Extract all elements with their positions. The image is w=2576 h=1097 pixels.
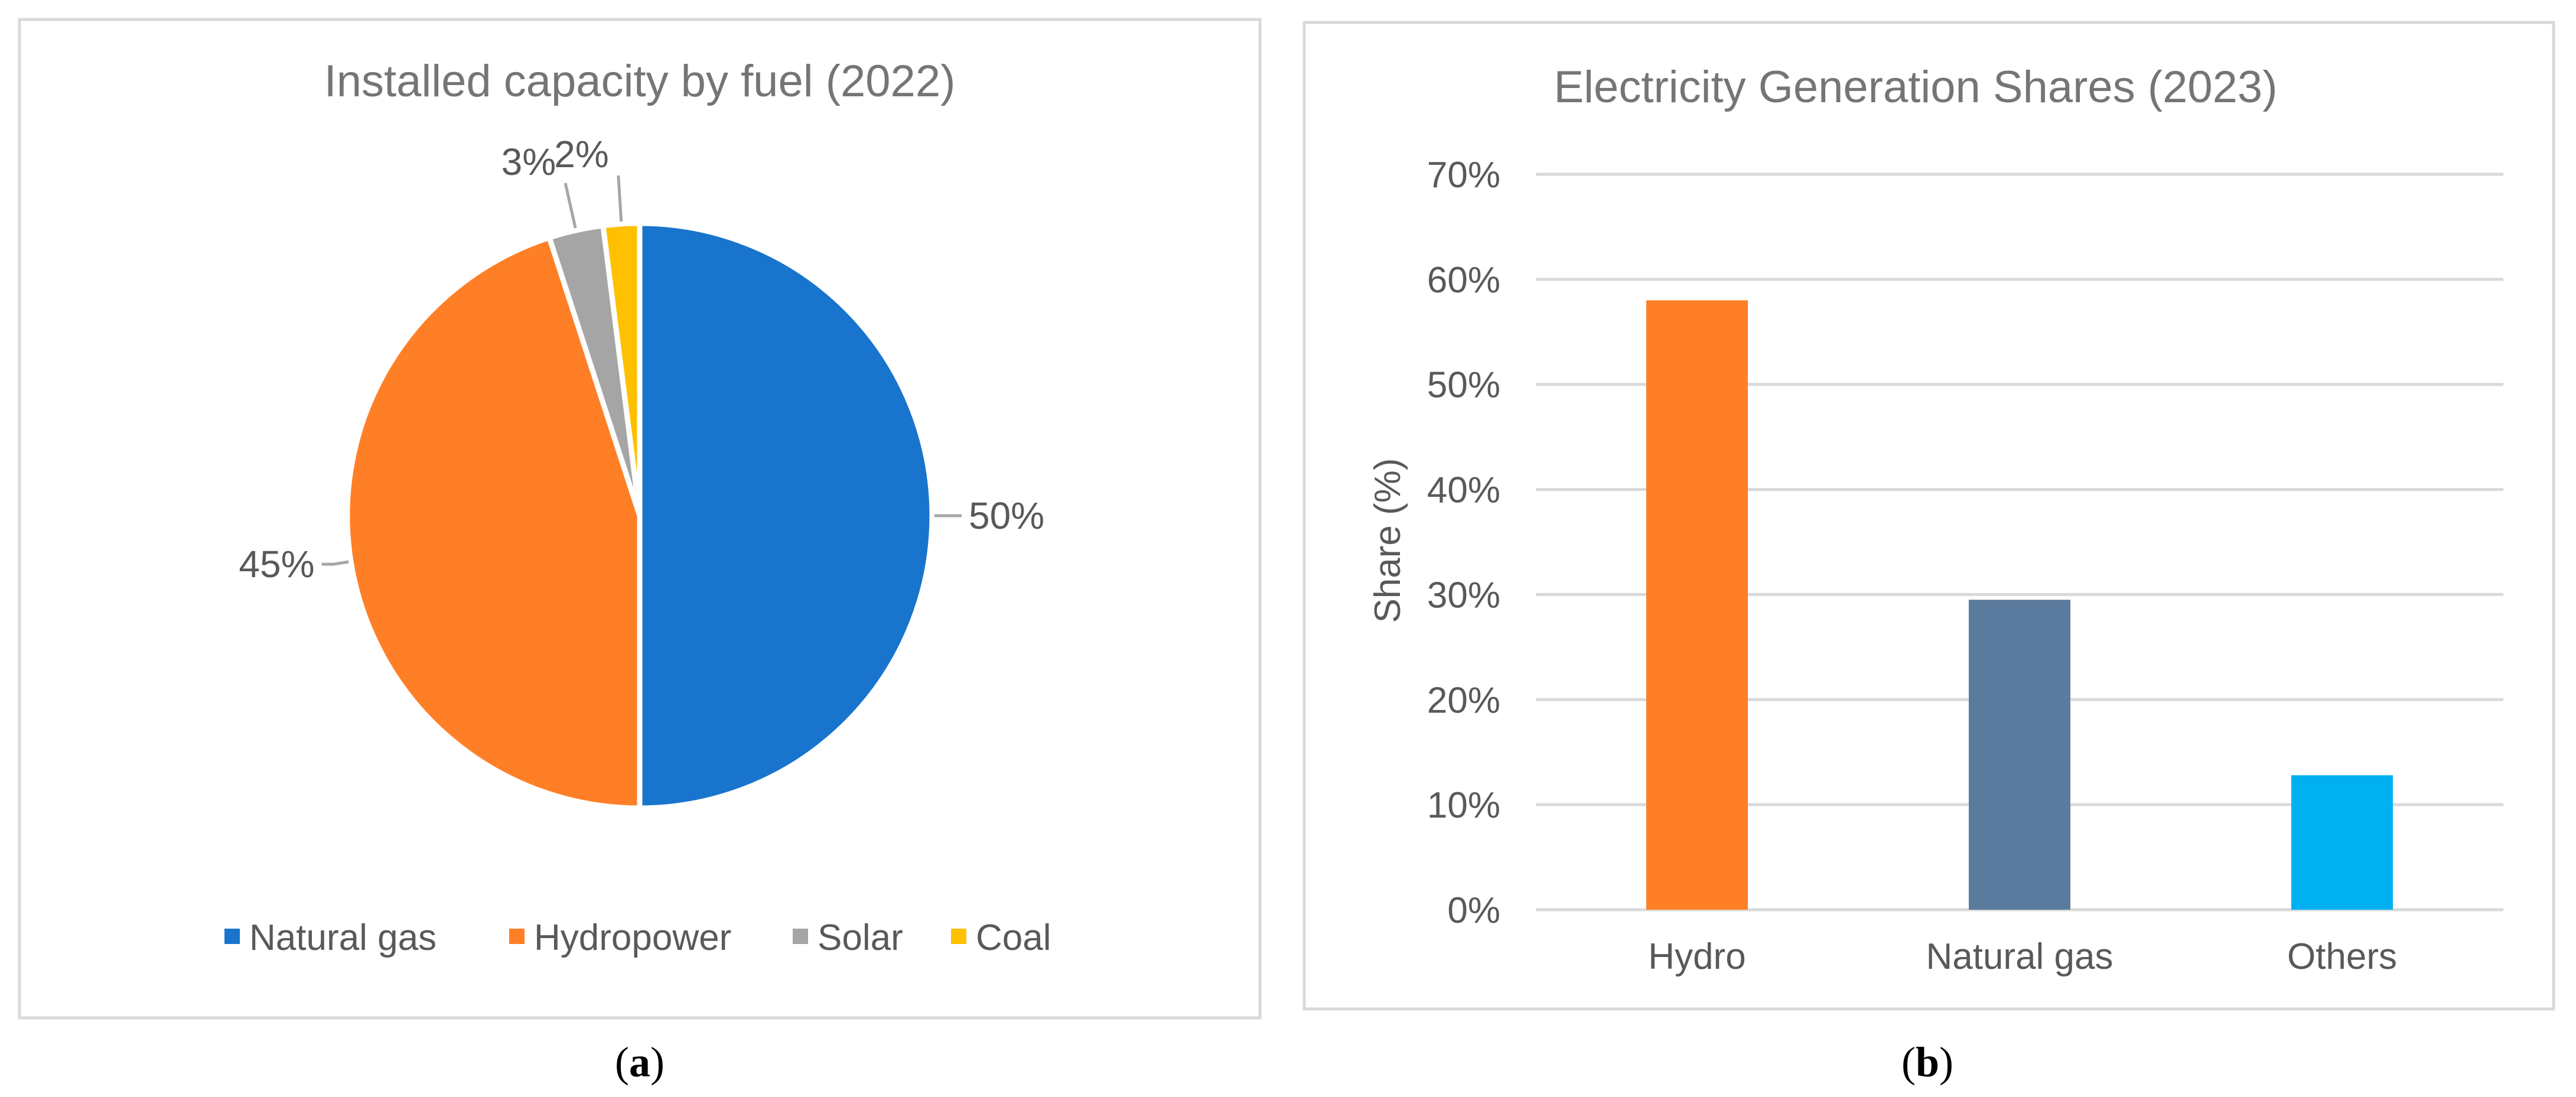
bar-hydro xyxy=(1646,300,1748,910)
bar-chart-title: Electricity Generation Shares (2023) xyxy=(1554,62,2277,112)
pie-data-label-coal: 2% xyxy=(554,133,609,175)
panel-label-b-close: ) xyxy=(1939,1039,1953,1086)
pie-leader-hydropower xyxy=(321,560,349,566)
bar-chart-panel: Electricity Generation Shares (2023) 0% 1… xyxy=(1302,21,2555,1011)
y-tick-label-70: 70% xyxy=(1427,155,1500,196)
y-tick-label-60: 60% xyxy=(1427,260,1500,301)
pie-leader-lines xyxy=(321,175,962,566)
panel-label-b-letter: b xyxy=(1916,1039,1939,1086)
legend-label-hydropower: Hydropower xyxy=(534,917,731,958)
pie-data-label-hydropower: 45% xyxy=(239,543,314,585)
pie-slice-coal xyxy=(600,220,643,519)
bar-natural-gas xyxy=(1969,600,2070,910)
pie-leader-coal xyxy=(617,175,623,222)
legend-swatch-solar xyxy=(793,929,808,944)
legend-item-natural-gas: Natural gas xyxy=(224,917,437,958)
panel-label-b: (b) xyxy=(1901,1039,1953,1086)
legend-swatch-natural-gas xyxy=(224,929,240,944)
pie-data-label-natural-gas: 50% xyxy=(969,494,1044,537)
legend-label-solar: Solar xyxy=(818,917,903,958)
legend-label-coal: Coal xyxy=(976,917,1051,958)
bar-y-axis-label: Share (%) xyxy=(1367,458,1408,623)
panel-label-b-open: ( xyxy=(1901,1039,1916,1086)
legend-swatch-hydropower xyxy=(509,929,525,944)
legend-item-hydropower: Hydropower xyxy=(509,917,731,958)
y-tick-label-20: 20% xyxy=(1427,680,1500,721)
legend-swatch-coal xyxy=(951,929,966,944)
pie-data-label-solar: 3% xyxy=(501,141,556,183)
x-tick-label-others: Others xyxy=(2287,936,2397,977)
panel-label-a: (a) xyxy=(615,1039,665,1086)
pie-chart-title: Installed capacity by fuel (2022) xyxy=(324,56,956,106)
panel-label-a-letter: a xyxy=(629,1039,650,1086)
x-tick-label-natural-gas: Natural gas xyxy=(1926,936,2113,977)
pie-slices xyxy=(344,220,935,811)
pie-leader-solar xyxy=(564,183,577,229)
x-tick-label-hydro: Hydro xyxy=(1648,936,1745,977)
y-tick-label-40: 40% xyxy=(1427,470,1500,511)
bar-bars xyxy=(1646,300,2393,910)
y-tick-label-30: 30% xyxy=(1427,575,1500,616)
y-tick-label-0: 0% xyxy=(1447,890,1500,931)
panel-label-a-close: ) xyxy=(650,1039,665,1086)
panel-label-a-open: ( xyxy=(615,1039,629,1086)
bar-y-tick-labels: 0% 10% 20% 30% 40% 50% 60% 70% xyxy=(1427,155,1500,931)
legend-item-solar: Solar xyxy=(793,917,903,958)
pie-slice-hydropower xyxy=(344,235,643,811)
pie-chart-panel: Installed capacity by fuel (2022) 50% 45%… xyxy=(18,18,1262,1020)
pie-legend: Natural gas Hydropower Solar Coal xyxy=(224,917,1051,958)
pie-data-labels: 50% 45% 3%2% xyxy=(239,133,1044,585)
bar-x-tick-labels: Hydro Natural gas Others xyxy=(1648,936,2397,977)
pie-slice-natural-gas xyxy=(637,220,935,811)
legend-label-natural-gas: Natural gas xyxy=(249,917,437,958)
legend-item-coal: Coal xyxy=(951,917,1051,958)
y-tick-label-50: 50% xyxy=(1427,365,1500,406)
bar-others xyxy=(2291,775,2393,910)
y-tick-label-10: 10% xyxy=(1427,785,1500,826)
